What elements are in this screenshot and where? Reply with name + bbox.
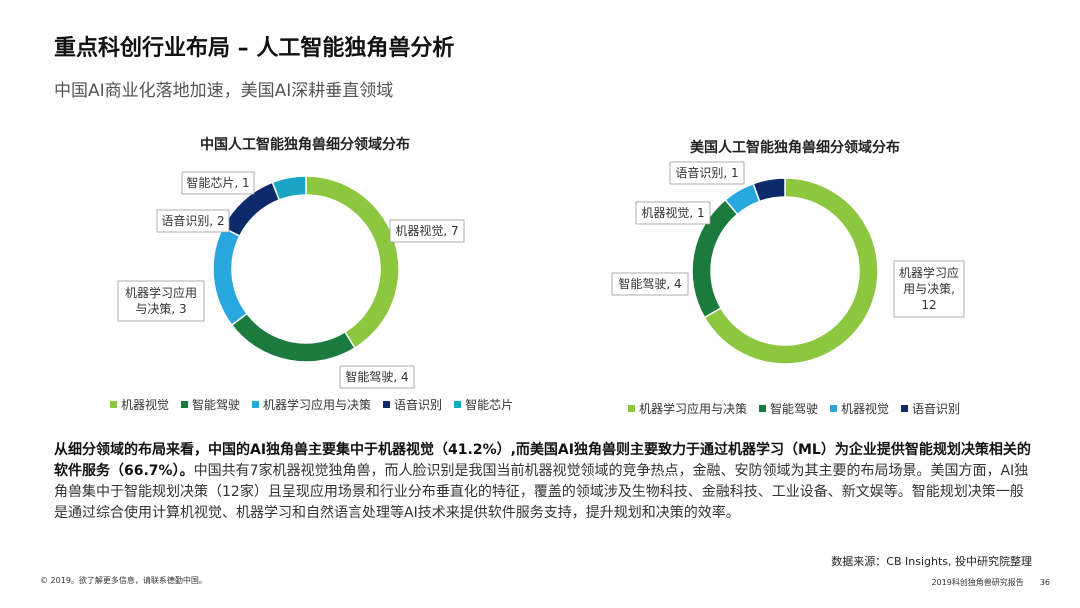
china-slice-2 [212, 226, 248, 327]
legend-label: 智能驾驶 [770, 402, 819, 416]
legend-label: 智能芯片 [465, 398, 514, 412]
legend-label: 智能驾驶 [192, 398, 241, 412]
us-slice-3 [752, 177, 786, 203]
us-legend-item-1: 智能驾驶 [759, 400, 818, 417]
svg-text:智能芯片, 1: 智能芯片, 1 [186, 175, 249, 190]
svg-text:智能驾驶, 4: 智能驾驶, 4 [618, 276, 681, 291]
legend-label: 机器视觉 [841, 402, 890, 416]
legend-swatch [181, 401, 189, 408]
page-number: 36 [1039, 578, 1050, 587]
footer-report-name: 2019科创独角兽研究报告 [931, 578, 1024, 587]
svg-text:语音识别, 1: 语音识别, 1 [675, 165, 738, 180]
us-data-label-3: 语音识别, 1 [669, 161, 745, 185]
svg-text:与决策, 3: 与决策, 3 [135, 302, 186, 316]
china-legend-item-1: 智能驾驶 [181, 396, 240, 413]
svg-text:机器学习应: 机器学习应 [899, 265, 959, 280]
china-slice-4 [271, 175, 307, 201]
us-data-label-1: 智能驾驶, 4 [611, 272, 689, 296]
us-legend-item-2: 机器视觉 [830, 400, 889, 417]
china-legend-item-0: 机器视觉 [110, 396, 169, 413]
china-chart-title: 中国人工智能独角兽细分领域分布 [200, 137, 410, 153]
china-legend-item-3: 语音识别 [383, 396, 442, 413]
footer-copyright: © 2019。欲了解更多信息，请联系德勤中国。 [40, 576, 207, 585]
us-data-label-0: 机器学习应用与决策, 12 [893, 260, 965, 318]
china-slice-1 [230, 312, 356, 363]
china-data-label-1: 智能驾驶, 4 [339, 365, 415, 389]
legend-swatch [110, 401, 117, 408]
legend-label: 机器视觉 [121, 398, 170, 412]
svg-text:用与决策,: 用与决策, [903, 282, 955, 296]
us-chart-title: 美国人工智能独角兽细分领域分布 [690, 140, 900, 156]
page-title: 重点科创行业布局 – 人工智能独角兽分析 [54, 36, 455, 61]
china-data-label-3: 语音识别, 2 [156, 209, 230, 233]
legend-label: 语音识别 [394, 398, 443, 412]
analysis-normal-text: 中国共有7家机器视觉独角兽，而人脸识别是我国当前机器视觉领域的竞争热点，金融、安… [54, 463, 1029, 521]
svg-text:机器学习应用: 机器学习应用 [125, 285, 197, 300]
analysis-paragraph: 从细分领域的布局来看，中国的AI独角兽主要集中于机器视觉（41.2%）,而美国A… [54, 440, 1034, 524]
svg-text:智能驾驶, 4: 智能驾驶, 4 [345, 369, 408, 384]
analysis-bold-text: 从细分领域的布局来看，中国的AI独角兽主要集中于机器视觉（41.2%）,而美国A… [54, 442, 1031, 479]
page-subtitle: 中国AI商业化落地加速，美国AI深耕垂直领域 [54, 81, 394, 101]
legend-swatch [383, 401, 391, 408]
china-legend-item-2: 机器学习应用与决策 [252, 396, 371, 413]
svg-text:机器视觉, 1: 机器视觉, 1 [641, 205, 704, 220]
china-data-label-2: 机器学习应用与决策, 3 [117, 280, 205, 322]
legend-swatch [454, 401, 462, 408]
svg-text:机器视觉, 7: 机器视觉, 7 [395, 223, 458, 238]
legend-label: 语音识别 [912, 402, 961, 416]
data-source: 数据来源：CB Insights, 投中研究院整理 [831, 555, 1032, 568]
legend-swatch [628, 405, 635, 412]
china-data-label-0: 机器视觉, 7 [389, 219, 465, 243]
china-slice-0 [305, 175, 400, 350]
svg-text:语音识别, 2: 语音识别, 2 [161, 213, 224, 228]
china-chart-legend: 机器视觉 智能驾驶 机器学习应用与决策 语音识别 智能芯片 [110, 396, 525, 413]
legend-swatch [252, 401, 260, 408]
legend-swatch [901, 405, 909, 412]
china-data-label-4: 智能芯片, 1 [181, 171, 255, 195]
legend-swatch [759, 405, 767, 412]
legend-swatch [830, 405, 838, 412]
footer-report-info: 2019科创独角兽研究报告 36 [915, 577, 1050, 588]
us-legend-item-0: 机器学习应用与决策 [628, 400, 747, 417]
us-data-label-2: 机器视觉, 1 [635, 201, 711, 225]
legend-label: 机器学习应用与决策 [639, 402, 748, 416]
us-slice-0 [703, 177, 879, 365]
us-legend-item-3: 语音识别 [901, 400, 960, 417]
us-chart-legend: 机器学习应用与决策 智能驾驶 机器视觉 语音识别 [628, 400, 972, 417]
svg-text:12: 12 [921, 298, 936, 312]
china-legend-item-4: 智能芯片 [454, 396, 513, 413]
legend-label: 机器学习应用与决策 [263, 398, 372, 412]
